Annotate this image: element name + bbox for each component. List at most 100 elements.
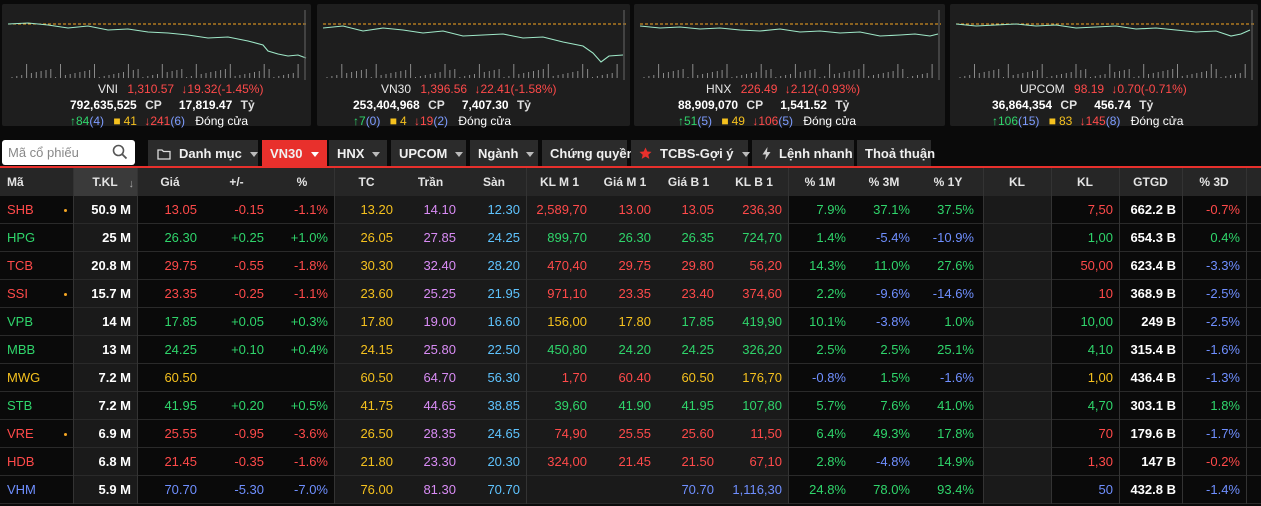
- stock-symbol[interactable]: TCB: [7, 258, 33, 273]
- cell-san: 21.95: [462, 280, 526, 308]
- table-row[interactable]: HPG 25 M 26.30 +0.25 +1.0% 26.05 27.85 24.25 899…: [0, 224, 1261, 252]
- turnover-unit: Tỷ: [835, 98, 850, 112]
- index-card-vni[interactable]: VNI 1,310.57 ↓19.32(-1.45%) 792,635,525 …: [2, 4, 311, 128]
- table-row[interactable]: MWG 7.2 M 60.50 60.50 64.70 56.30 1,70 60.40 60.…: [0, 364, 1261, 392]
- declines-floor: (6): [170, 114, 186, 128]
- cell-giab1: 41.95: [657, 392, 720, 420]
- tab-nganh[interactable]: Ngành: [470, 140, 538, 167]
- column-header[interactable]: KL M 1: [539, 175, 580, 189]
- column-header[interactable]: %: [296, 175, 308, 189]
- table-row[interactable]: MBB 13 M 24.25 +0.10 +0.4% 24.15 25.80 22.50 450…: [0, 336, 1261, 364]
- stock-symbol[interactable]: MBB: [7, 342, 36, 357]
- stock-symbol[interactable]: HDB: [7, 454, 35, 469]
- column-header[interactable]: TC: [358, 175, 375, 189]
- tab-upcom[interactable]: UPCOM: [391, 140, 466, 167]
- index-sparkline: [956, 10, 1254, 80]
- sort-desc-icon[interactable]: ↓: [128, 178, 135, 190]
- table-row[interactable]: VRE 6.9 M 25.55 -0.95 -3.6% 26.50 28.35 24.65 74…: [0, 420, 1261, 448]
- tab-chung-quyen[interactable]: Chứng quyền: [542, 140, 635, 167]
- column-header[interactable]: +/-: [229, 175, 244, 189]
- index-card-upcom[interactable]: UPCOM 98.19 ↓0.70(-0.71%) 36,864,354 CP …: [950, 4, 1258, 129]
- tab-vn30[interactable]: VN30: [262, 140, 327, 167]
- cell-gia: 21.45: [164, 454, 197, 469]
- down-arrow-icon: ↓: [144, 114, 151, 128]
- cell-p3m: 1.5%: [880, 370, 910, 385]
- stock-symbol[interactable]: VRE: [7, 426, 34, 441]
- stock-symbol[interactable]: VHM: [7, 482, 36, 497]
- column-header[interactable]: Giá B 1: [667, 175, 710, 189]
- table-row[interactable]: STB 7.2 M 41.95 +0.20 +0.5% 41.75 44.65 38.85 39…: [0, 392, 1261, 420]
- watch-dot-icon: [64, 293, 67, 296]
- advances-ceiling: (4): [89, 114, 105, 128]
- stock-symbol[interactable]: SSI: [7, 286, 28, 301]
- column-header[interactable]: Giá: [160, 175, 180, 189]
- cell-p1y: 25.1%: [937, 342, 974, 357]
- cell-san: 38.85: [462, 392, 526, 420]
- cell-p1m: 14.3%: [809, 258, 846, 273]
- cell-gtgd: 654.3 B: [1130, 230, 1176, 245]
- index-breadth-line: ↑106(15) ■ 83 ↓145(8) Đóng cửa: [992, 114, 1183, 129]
- column-header[interactable]: KL: [1009, 175, 1025, 189]
- column-header[interactable]: KL: [1077, 175, 1093, 189]
- table-row[interactable]: SHB 50.9 M 13.05 -0.15 -1.1% 13.20 14.10 12.30 2…: [0, 196, 1261, 224]
- cell-p1y: -1.6%: [940, 370, 974, 385]
- tab-tcbs-goi-y[interactable]: TCBS-Gợi ý: [631, 140, 750, 167]
- stock-symbol[interactable]: STB: [7, 398, 33, 413]
- cell-klm1: 470,40: [526, 252, 593, 280]
- stock-symbol[interactable]: HPG: [7, 230, 36, 245]
- search-input[interactable]: [8, 143, 108, 162]
- cell-p1m: 2.8%: [816, 454, 846, 469]
- cell-p3d: -2.5%: [1206, 286, 1240, 301]
- index-name: VNI: [98, 82, 119, 96]
- cell-klm1: 39,60: [526, 392, 593, 420]
- table-row[interactable]: SSI 15.7 M 23.35 -0.25 -1.1% 23.60 25.25 21.95 9…: [0, 280, 1261, 308]
- advances-ceiling: (5): [697, 114, 713, 128]
- cell-p3m: 49.3%: [873, 426, 910, 441]
- search-icon[interactable]: [112, 144, 128, 160]
- stock-symbol[interactable]: VPB: [7, 314, 34, 329]
- table-row[interactable]: VHM 5.9 M 70.70 -5.30 -7.0% 76.00 81.30 70.70 70…: [0, 476, 1261, 504]
- cell-kl2: 70: [1098, 426, 1113, 441]
- price-line: [640, 25, 939, 37]
- column-header[interactable]: GTGD: [1133, 175, 1168, 189]
- cell-giam1: 60.40: [593, 364, 657, 392]
- stock-symbol[interactable]: SHB: [7, 202, 34, 217]
- column-header[interactable]: % 1Y: [933, 175, 963, 189]
- tab-danh-muc[interactable]: Danh mục: [148, 140, 258, 167]
- cell-p1m: 2.2%: [816, 286, 846, 301]
- column-header[interactable]: % 3D: [1199, 175, 1229, 189]
- table-row[interactable]: TCB 20.8 M 29.75 -0.55 -1.8% 30.30 32.40 28.20 4…: [0, 252, 1261, 280]
- search-box[interactable]: [2, 140, 135, 165]
- column-header[interactable]: % 1M: [804, 175, 836, 189]
- column-header[interactable]: Mã: [7, 175, 24, 189]
- column-header[interactable]: T.KL ↓: [73, 168, 137, 196]
- cell-p3m: 2.5%: [880, 342, 910, 357]
- column-header[interactable]: Sàn: [482, 175, 505, 189]
- cell-gia: 70.70: [164, 482, 197, 497]
- cell-tkl: 6.8 M: [73, 448, 137, 476]
- tab-lenh-nhanh[interactable]: Lệnh nhanh: [752, 140, 854, 167]
- table-row[interactable]: HDB 6.8 M 21.45 -0.35 -1.6% 21.80 23.30 20.30 32…: [0, 448, 1261, 476]
- cell-pct: +0.5%: [290, 398, 328, 413]
- column-header[interactable]: Giá M 1: [603, 175, 647, 189]
- cell-gtgd: 179.6 B: [1130, 426, 1176, 441]
- index-card-hnx[interactable]: HNX 226.49 ↓2.12(-0.93%) 88,909,070 CP 1…: [634, 4, 945, 128]
- tab-hnx[interactable]: HNX: [329, 140, 387, 167]
- stock-symbol[interactable]: MWG: [7, 370, 41, 385]
- index-value-line: VNI 1,310.57 ↓19.32(-1.45%): [98, 82, 263, 97]
- table-row[interactable]: VPB 14 M 17.85 +0.05 +0.3% 17.80 19.00 16.60 156…: [0, 308, 1261, 336]
- cell-gtgd: 315.4 B: [1130, 342, 1176, 357]
- index-value-line: HNX 226.49 ↓2.12(-0.93%): [706, 82, 860, 97]
- unchanged: 41: [123, 114, 137, 128]
- cell-giam1: 26.30: [593, 224, 657, 252]
- column-header[interactable]: % 3M: [868, 175, 900, 189]
- index-card-vn30[interactable]: VN30 1,396.56 ↓22.41(-1.58%) 253,404,968…: [317, 4, 630, 128]
- tab-thoa-thuan[interactable]: Thoả thuận: [857, 140, 935, 167]
- cell-klb1: 11,50: [720, 420, 788, 448]
- market-status: Đóng cửa: [458, 114, 512, 128]
- cell-kl1: [983, 224, 1051, 252]
- column-header[interactable]: Trần: [417, 175, 444, 189]
- tab-label: Chứng quyền: [550, 146, 635, 161]
- advances-ceiling: (15): [1018, 114, 1040, 128]
- column-header[interactable]: KL B 1: [735, 175, 773, 189]
